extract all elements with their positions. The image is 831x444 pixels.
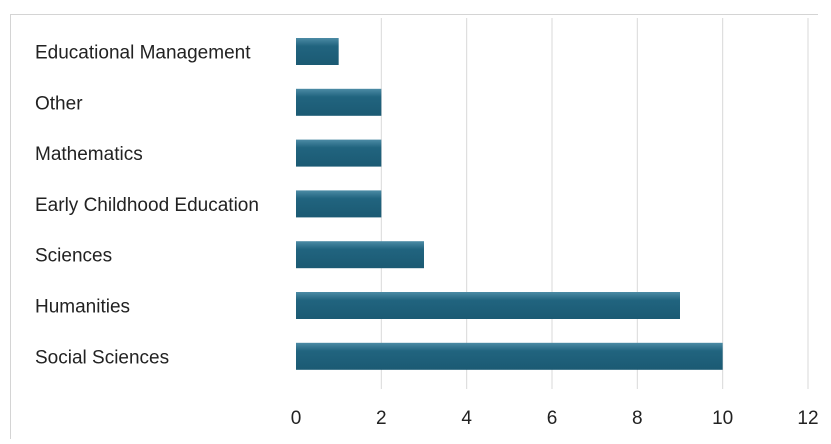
x-tick-label: 4 xyxy=(461,408,472,429)
category-label: Educational Management xyxy=(35,43,251,64)
chart-frame-top-border xyxy=(10,14,818,15)
x-tick-label: 10 xyxy=(712,408,733,429)
bar xyxy=(296,342,723,370)
bar xyxy=(296,88,382,116)
category-label: Early Childhood Education xyxy=(35,195,259,216)
x-tick-label: 6 xyxy=(547,408,558,429)
chart-frame-left-border xyxy=(10,14,11,439)
bar xyxy=(296,292,680,319)
category-label: Social Sciences xyxy=(35,347,169,368)
bar xyxy=(296,38,339,65)
x-tick-label: 8 xyxy=(632,408,643,429)
category-labels: Educational Management Other Mathematics Ea… xyxy=(35,43,259,369)
x-tick-label: 2 xyxy=(376,408,387,429)
x-tick-label: 12 xyxy=(797,408,818,429)
x-tick-label: 0 xyxy=(291,408,302,429)
category-label: Sciences xyxy=(35,246,112,267)
bar xyxy=(296,139,382,167)
x-axis-tick-labels: 0 2 4 6 8 10 12 xyxy=(291,408,819,429)
category-label: Humanities xyxy=(35,297,130,318)
category-label: Mathematics xyxy=(35,144,143,165)
bar xyxy=(296,190,382,218)
bar xyxy=(296,241,424,269)
bars xyxy=(296,38,723,370)
category-label: Other xyxy=(35,93,83,114)
gridlines xyxy=(380,18,809,389)
